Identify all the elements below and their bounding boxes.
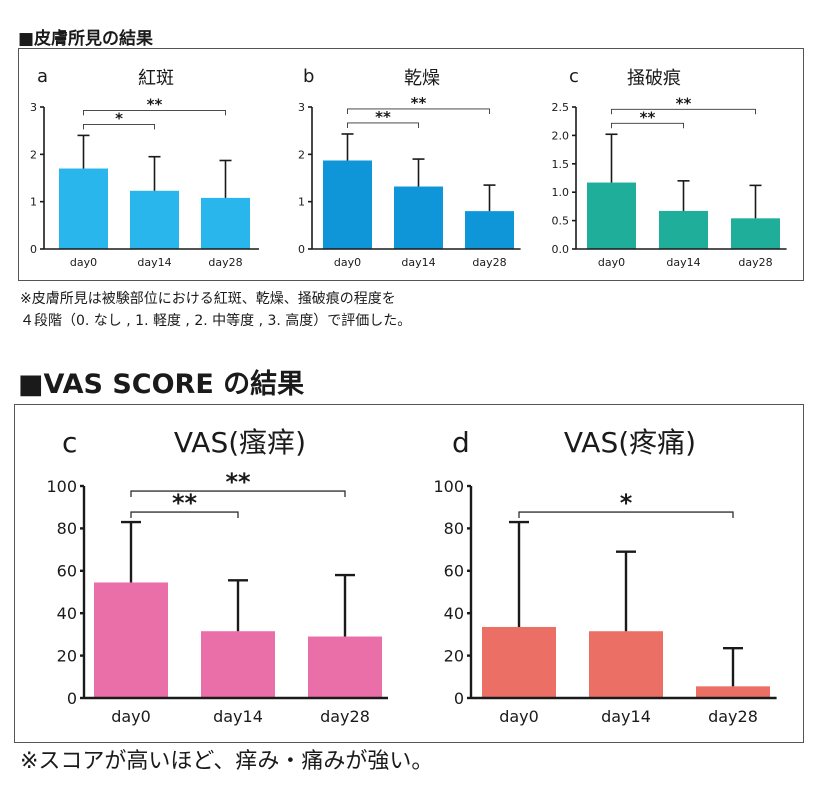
bar-day0 [323, 160, 372, 249]
y-tick-label: 0 [30, 243, 37, 256]
significance-bracket [130, 511, 239, 519]
skin-footnote-line2: ４段階（0. なし , 1. 軽度 , 2. 中等度 , 3. 高度）で評価した… [20, 313, 412, 329]
significance-label: ** [375, 108, 391, 126]
chart-dryness: b 乾燥 0 1 2 3 day0 day14 day28 ** ** [298, 66, 521, 269]
bar-day14 [130, 190, 179, 249]
chart-title: VAS(疼痛) [564, 426, 696, 459]
bar-day0 [94, 582, 168, 698]
significance-bracket [611, 122, 684, 129]
x-tick-label: day0 [70, 256, 97, 269]
chart-vas-itch: c VAS(瘙痒) 0 20 40 60 80 100 day0 day14 day28 ** ** [46, 426, 388, 726]
x-tick-label: day0 [598, 256, 625, 269]
y-tick-label: 1 [30, 196, 37, 209]
y-tick-label: 0 [454, 689, 464, 708]
y-tick-label: 0 [298, 243, 305, 256]
x-tick-label: day28 [708, 707, 758, 726]
chart-title: VAS(瘙痒) [174, 426, 306, 459]
skin-footnote: ※皮膚所見は被験部位における紅斑、乾燥、掻破痕の程度を ４段階（0. なし , … [20, 288, 411, 332]
x-tick-label: day14 [401, 256, 435, 269]
bar-day14 [201, 631, 275, 698]
y-tick-label: 100 [433, 477, 464, 496]
significance-bracket [518, 511, 734, 519]
skin-charts-frame [18, 48, 804, 281]
x-tick-label: day28 [208, 256, 242, 269]
vas-section-title: ■VAS SCORE の結果 [18, 369, 305, 400]
significance-bracket [130, 490, 346, 498]
y-tick-label: 20 [57, 646, 77, 665]
y-tick-label: 100 [46, 477, 77, 496]
x-tick-label: day14 [137, 256, 171, 269]
significance-bracket [83, 123, 155, 130]
significance-label: ** [225, 468, 251, 496]
y-tick-label: 80 [57, 519, 77, 538]
x-tick-label: day0 [111, 707, 151, 726]
x-tick-label: day28 [472, 256, 506, 269]
significance-label: * [115, 109, 123, 127]
bar-day14 [589, 631, 663, 698]
y-tick-label: 3 [298, 101, 305, 114]
y-tick-label: 3 [30, 101, 37, 114]
y-tick-label: 0 [67, 689, 77, 708]
bar-day28 [308, 636, 382, 698]
y-tick-label: 20 [444, 646, 464, 665]
bar-day0 [482, 626, 556, 698]
y-tick-label: 40 [57, 604, 77, 623]
chart-letter: c [569, 66, 579, 87]
significance-label: ** [676, 94, 692, 112]
y-tick-label: 80 [444, 519, 464, 538]
chart-letter: c [62, 426, 77, 459]
bar-day14 [394, 186, 443, 249]
significance-label: ** [411, 94, 427, 112]
y-tick-label: 60 [57, 562, 77, 581]
y-tick-label: 2.0 [552, 129, 570, 142]
bar-day28 [731, 218, 780, 249]
bar-day28 [465, 211, 514, 249]
chart-title: 掻破痕 [627, 68, 681, 89]
significance-label: ** [172, 489, 198, 517]
vas-charts-frame [14, 404, 804, 743]
x-tick-label: day28 [320, 707, 370, 726]
bar-day28 [201, 197, 250, 249]
significance-bracket [347, 108, 490, 114]
significance-bracket [347, 122, 419, 128]
y-tick-label: 0.5 [552, 215, 570, 228]
y-tick-label: 40 [444, 604, 464, 623]
bar-day0 [587, 182, 636, 249]
chart-vas-pain: d VAS(疼痛) 0 20 40 60 80 100 day0 day14 day28 * [433, 426, 777, 726]
y-tick-label: 2 [30, 148, 37, 161]
bar-day14 [659, 210, 708, 249]
significance-bracket [83, 109, 226, 116]
y-tick-label: 60 [444, 562, 464, 581]
chart-letter: a [37, 66, 48, 87]
bar-day0 [59, 168, 108, 249]
y-tick-label: 0.0 [552, 243, 570, 256]
skin-footnote-line1: ※皮膚所見は被験部位における紅斑、乾燥、掻破痕の程度を [20, 291, 396, 307]
x-tick-label: day28 [738, 256, 772, 269]
x-tick-label: day14 [666, 256, 700, 269]
significance-label: ** [640, 108, 656, 126]
chart-scratch-marks: c 掻破痕 0.0 0.5 1.0 1.5 2.0 2.5 day0 day14 day28 ** ** [552, 66, 787, 269]
skin-section-title: ■皮膚所見の結果 [18, 29, 154, 49]
bar-day28 [696, 686, 770, 698]
y-tick-label: 2 [298, 148, 305, 161]
x-tick-label: day0 [499, 707, 539, 726]
significance-label: ** [147, 95, 163, 113]
y-tick-label: 1 [298, 196, 305, 209]
chart-letter: d [452, 426, 470, 459]
x-tick-label: day14 [213, 707, 263, 726]
y-tick-label: 2.5 [552, 101, 570, 114]
chart-title: 紅斑 [138, 68, 174, 89]
vas-footnote: ※スコアが高いほど、痒み・痛みが強い。 [20, 749, 434, 774]
y-tick-label: 1.5 [552, 158, 570, 171]
chart-letter: b [303, 66, 314, 87]
y-tick-label: 1.0 [552, 186, 570, 199]
significance-bracket [611, 108, 756, 115]
x-tick-label: day0 [334, 256, 361, 269]
significance-label: * [620, 489, 633, 517]
x-tick-label: day14 [601, 707, 651, 726]
chart-title: 乾燥 [404, 68, 440, 89]
